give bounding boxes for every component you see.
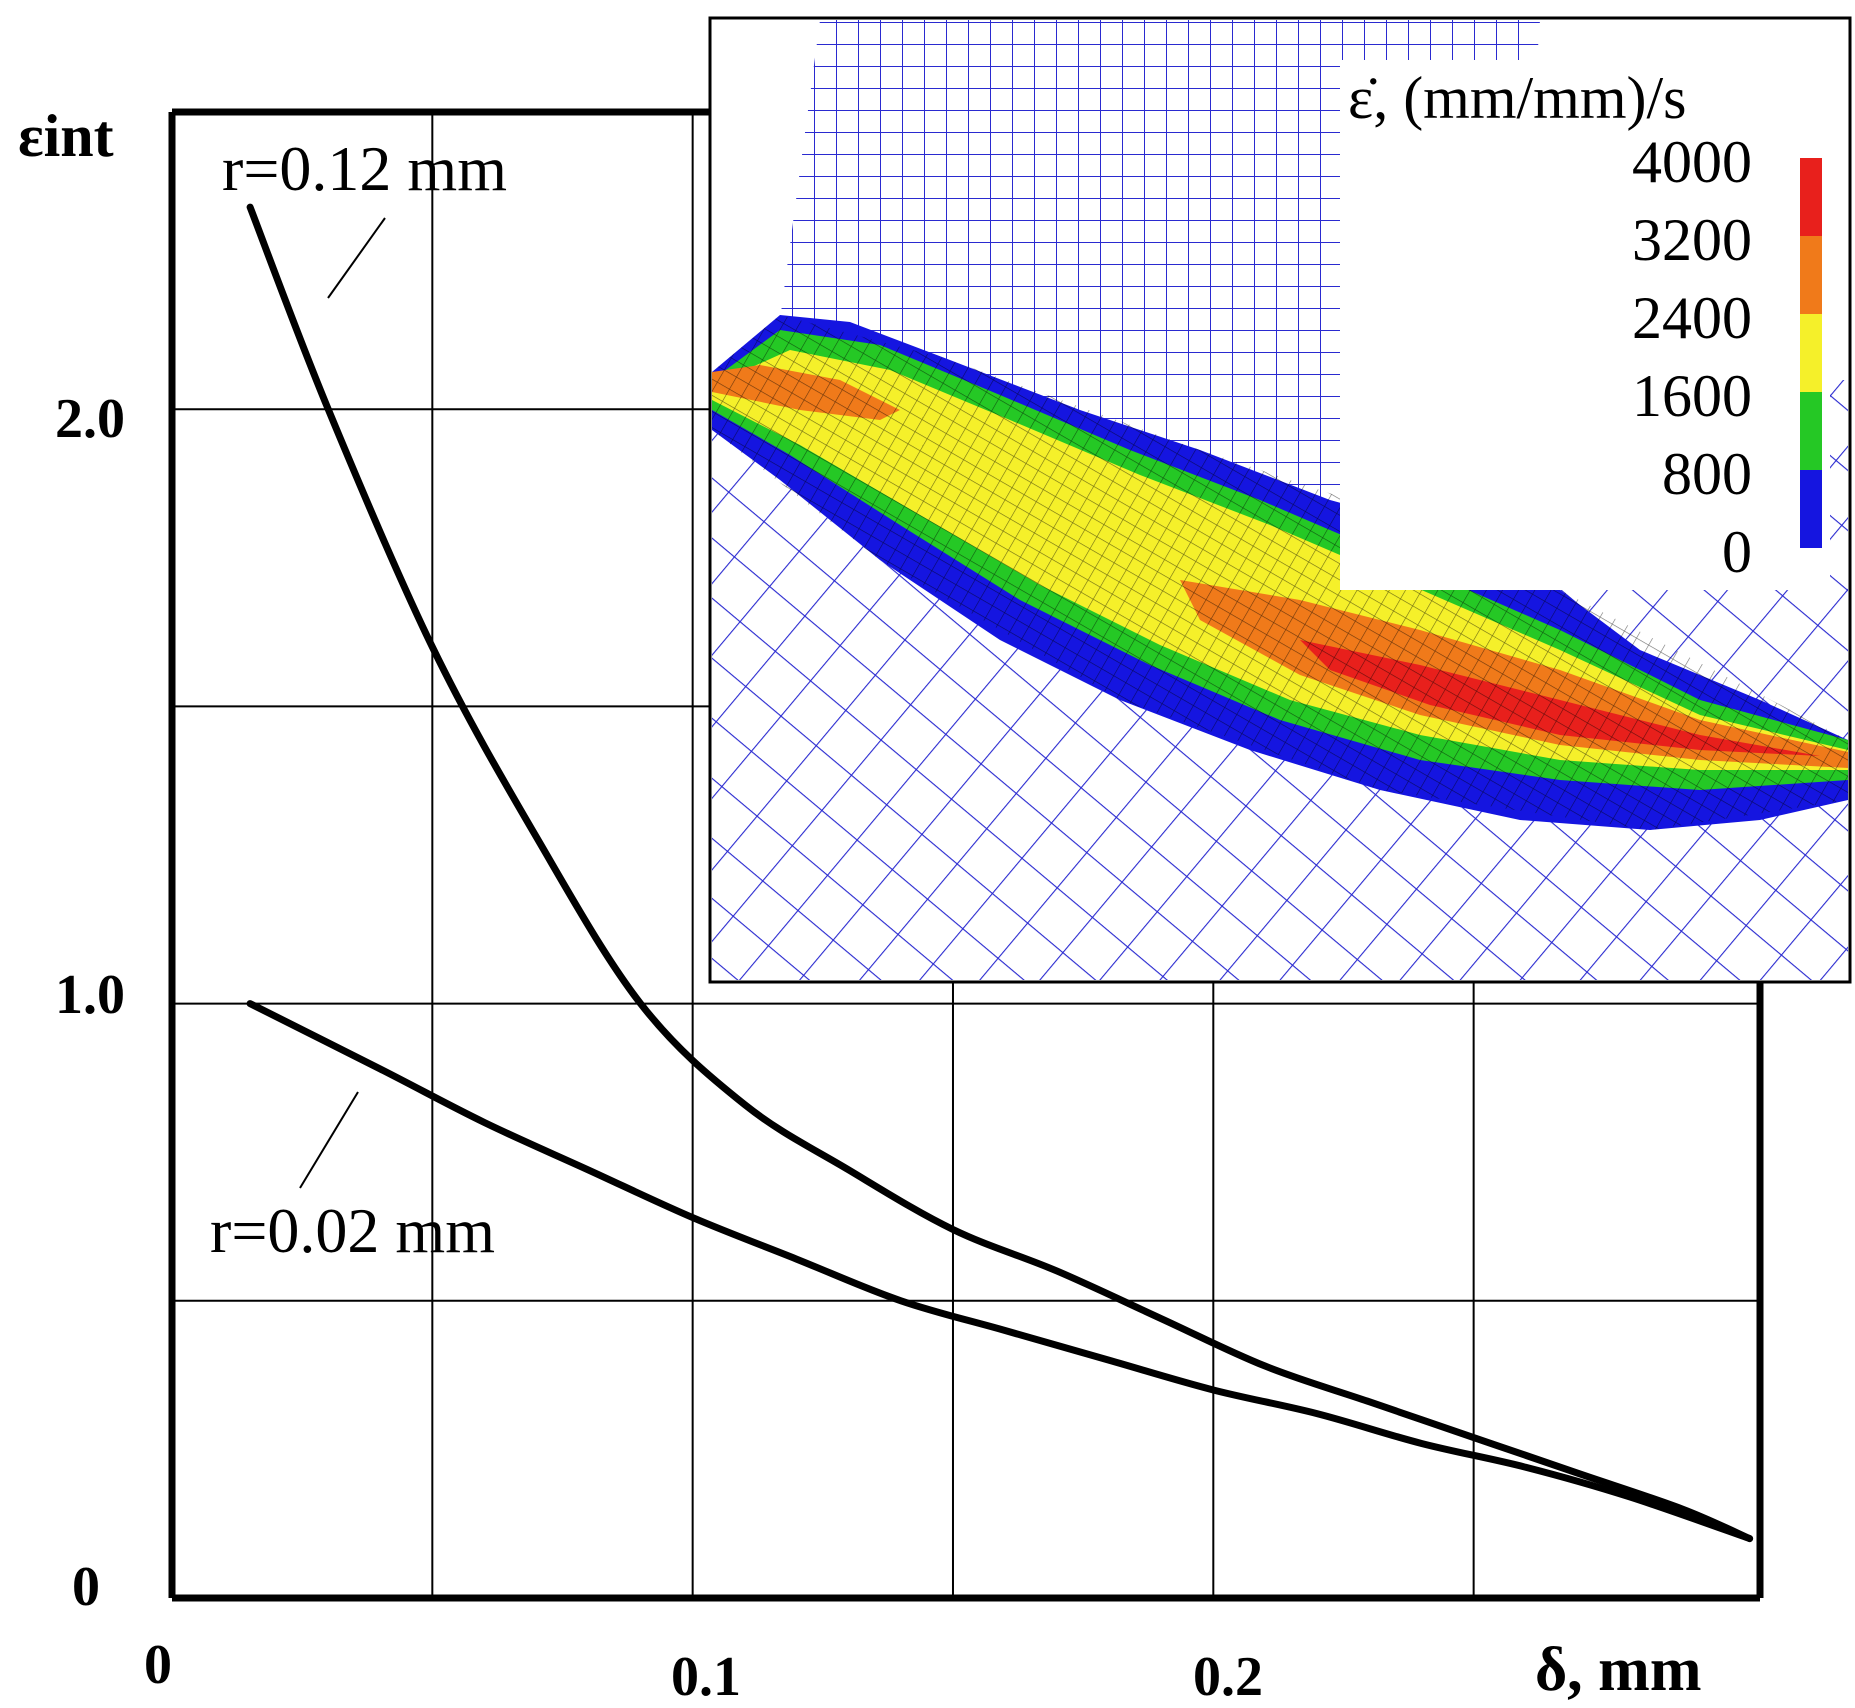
curve-label-r002: r=0.02 mm [210,1195,495,1266]
x-tick-label-2: 0.2 [1193,1646,1263,1708]
series-line-1 [246,1000,1754,1543]
colorbar-segment-3 [1800,392,1822,470]
inset-contour-plot: ε̇, (mm/mm)/s 4000 3200 2400 1600 800 0 [708,16,1852,984]
label-leader-r002 [299,1091,359,1189]
y-tick-label-0: 0 [72,1556,100,1618]
colorbar-segment-4 [1800,470,1822,548]
colorbar-tick-4: 800 [1662,441,1752,507]
curve-label-r012: r=0.12 mm [222,133,507,204]
series-line-0 [246,203,1754,1543]
curves [246,203,1754,1543]
y-tick-label-1: 1.0 [55,964,125,1026]
colorbar-title: ε̇, (mm/mm)/s [1348,65,1687,131]
colorbar-tick-3: 1600 [1632,363,1752,429]
x-tick-label-0: 0 [144,1634,172,1696]
colorbar: 4000 3200 2400 1600 800 0 [1632,129,1822,585]
x-tick-label-1: 0.1 [671,1646,741,1708]
chip-mesh-overlay [712,315,1848,830]
label-leader-r012 [327,217,386,299]
colorbar-segment-0 [1800,158,1822,236]
y-axis-label: εint [18,103,114,169]
colorbar-segment-1 [1800,236,1822,314]
colorbar-panel [1340,60,1830,590]
x-axis-label: δ, mm [1535,1636,1701,1704]
colorbar-tick-1: 3200 [1632,207,1752,273]
y-tick-label-2: 2.0 [55,388,125,450]
colorbar-segment-2 [1800,314,1822,392]
colorbar-tick-2: 2400 [1632,285,1752,351]
colorbar-tick-5: 0 [1722,519,1752,585]
colorbar-tick-0: 4000 [1632,129,1752,195]
